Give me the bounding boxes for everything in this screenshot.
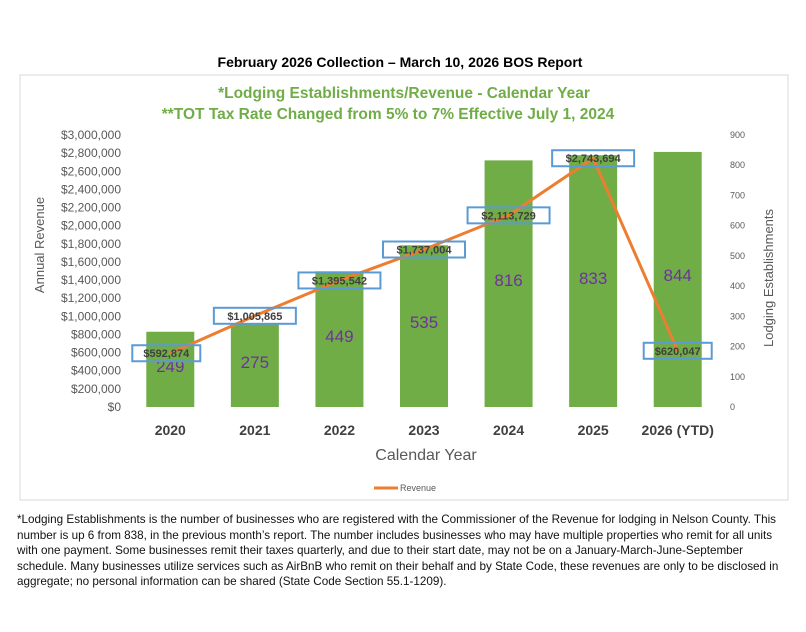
- y2-tick-label: 800: [730, 160, 745, 170]
- y2-tick-label: 300: [730, 311, 745, 321]
- x-tick-label: 2024: [493, 422, 524, 438]
- legend-label: Revenue: [400, 483, 436, 493]
- revenue-label-box: [466, 206, 551, 225]
- y-tick-label: $0: [108, 400, 122, 414]
- y-tick-label: $1,000,000: [61, 309, 121, 323]
- y2-tick-label: 100: [730, 372, 745, 382]
- chart-subtitle: **TOT Tax Rate Changed from 5% to 7% Eff…: [162, 106, 615, 123]
- revenue-value-label: $592,874: [143, 348, 190, 360]
- x-tick-label: 2021: [239, 422, 270, 438]
- revenue-label-box: [551, 149, 636, 168]
- y2-tick-label: 400: [730, 281, 745, 291]
- y-axis-label: Annual Revenue: [32, 197, 47, 293]
- revenue-label-box: [212, 306, 297, 325]
- revenue-value-label: $2,743,694: [566, 153, 622, 165]
- y-tick-label: $2,400,000: [61, 182, 121, 196]
- x-axis: 2020 2021 2022 2023 2024 2025 2026 (YTD): [155, 422, 714, 438]
- y-tick-label: $2,200,000: [61, 201, 121, 215]
- x-tick-label: 2025: [578, 422, 609, 438]
- revenue-label-box: [382, 240, 466, 259]
- y-tick-label: $2,600,000: [61, 164, 121, 178]
- bar: [400, 245, 448, 407]
- bar: [484, 160, 533, 407]
- revenue-value-label: $1,005,865: [227, 311, 282, 323]
- y-tick-label: $1,600,000: [61, 255, 121, 269]
- y2-tick-label: 900: [730, 130, 745, 140]
- y-tick-label: $2,000,000: [61, 219, 121, 233]
- y-axis-left: $3,000,000 $2,800,000 $2,600,000 $2,400,000…: [61, 128, 121, 414]
- bar-value-label: 844: [664, 266, 692, 285]
- bar-value-label: 275: [241, 353, 269, 372]
- y2-tick-label: 200: [730, 342, 745, 352]
- revenue-value-label: $620,047: [655, 346, 701, 358]
- bar-value-label: 535: [410, 313, 438, 332]
- revenue-value-label: $1,737,004: [396, 245, 452, 257]
- y-tick-label: $1,800,000: [61, 237, 121, 251]
- x-tick-label: 2026 (YTD): [642, 422, 714, 438]
- x-tick-label: 2022: [324, 422, 355, 438]
- y-tick-label: $3,000,000: [61, 128, 121, 142]
- y2-tick-label: 700: [730, 190, 745, 200]
- y-tick-label: $1,400,000: [61, 273, 121, 287]
- revenue-label-box: [297, 271, 382, 290]
- revenue-label-box: [131, 344, 202, 363]
- bar-value-label: 816: [494, 271, 522, 290]
- y-tick-label: $400,000: [71, 364, 121, 378]
- report-title: February 2026 Collection – March 10, 202…: [218, 54, 583, 70]
- y-tick-label: $600,000: [71, 346, 121, 360]
- x-tick-label: 2023: [408, 422, 439, 438]
- bar-value-label: 833: [579, 269, 607, 288]
- revenue-line: [169, 156, 680, 355]
- y2-tick-label: 0: [730, 402, 735, 412]
- line-series: $592,874 $1,005,865 $1,395,542 $1,737,004 $2…: [131, 149, 713, 363]
- y-tick-label: $1,200,000: [61, 291, 121, 305]
- y-tick-label: $200,000: [71, 382, 121, 396]
- bar: [653, 151, 702, 407]
- y-tick-label: $2,800,000: [61, 146, 121, 160]
- revenue-value-label: $1,395,542: [312, 275, 367, 287]
- revenue-value-label: $2,113,729: [481, 210, 535, 222]
- y2-tick-label: 600: [730, 221, 745, 231]
- y-axis-right: 900 800 700 600 500 400 300 200 100 0: [730, 130, 745, 412]
- y2-tick-label: 500: [730, 251, 745, 261]
- footnote: *Lodging Establishments is the number of…: [17, 513, 779, 589]
- chart-title: *Lodging Establishments/Revenue - Calend…: [218, 85, 590, 102]
- x-axis-label: Calendar Year: [375, 447, 477, 464]
- y2-axis-label: Lodging Establishments: [761, 208, 776, 347]
- revenue-label-box: [642, 341, 713, 360]
- legend: Revenue: [374, 483, 436, 493]
- bar: [230, 323, 279, 407]
- y-tick-label: $800,000: [71, 327, 121, 341]
- bar-value-label: 449: [325, 327, 353, 346]
- bar: [315, 271, 364, 407]
- x-tick-label: 2020: [155, 422, 186, 438]
